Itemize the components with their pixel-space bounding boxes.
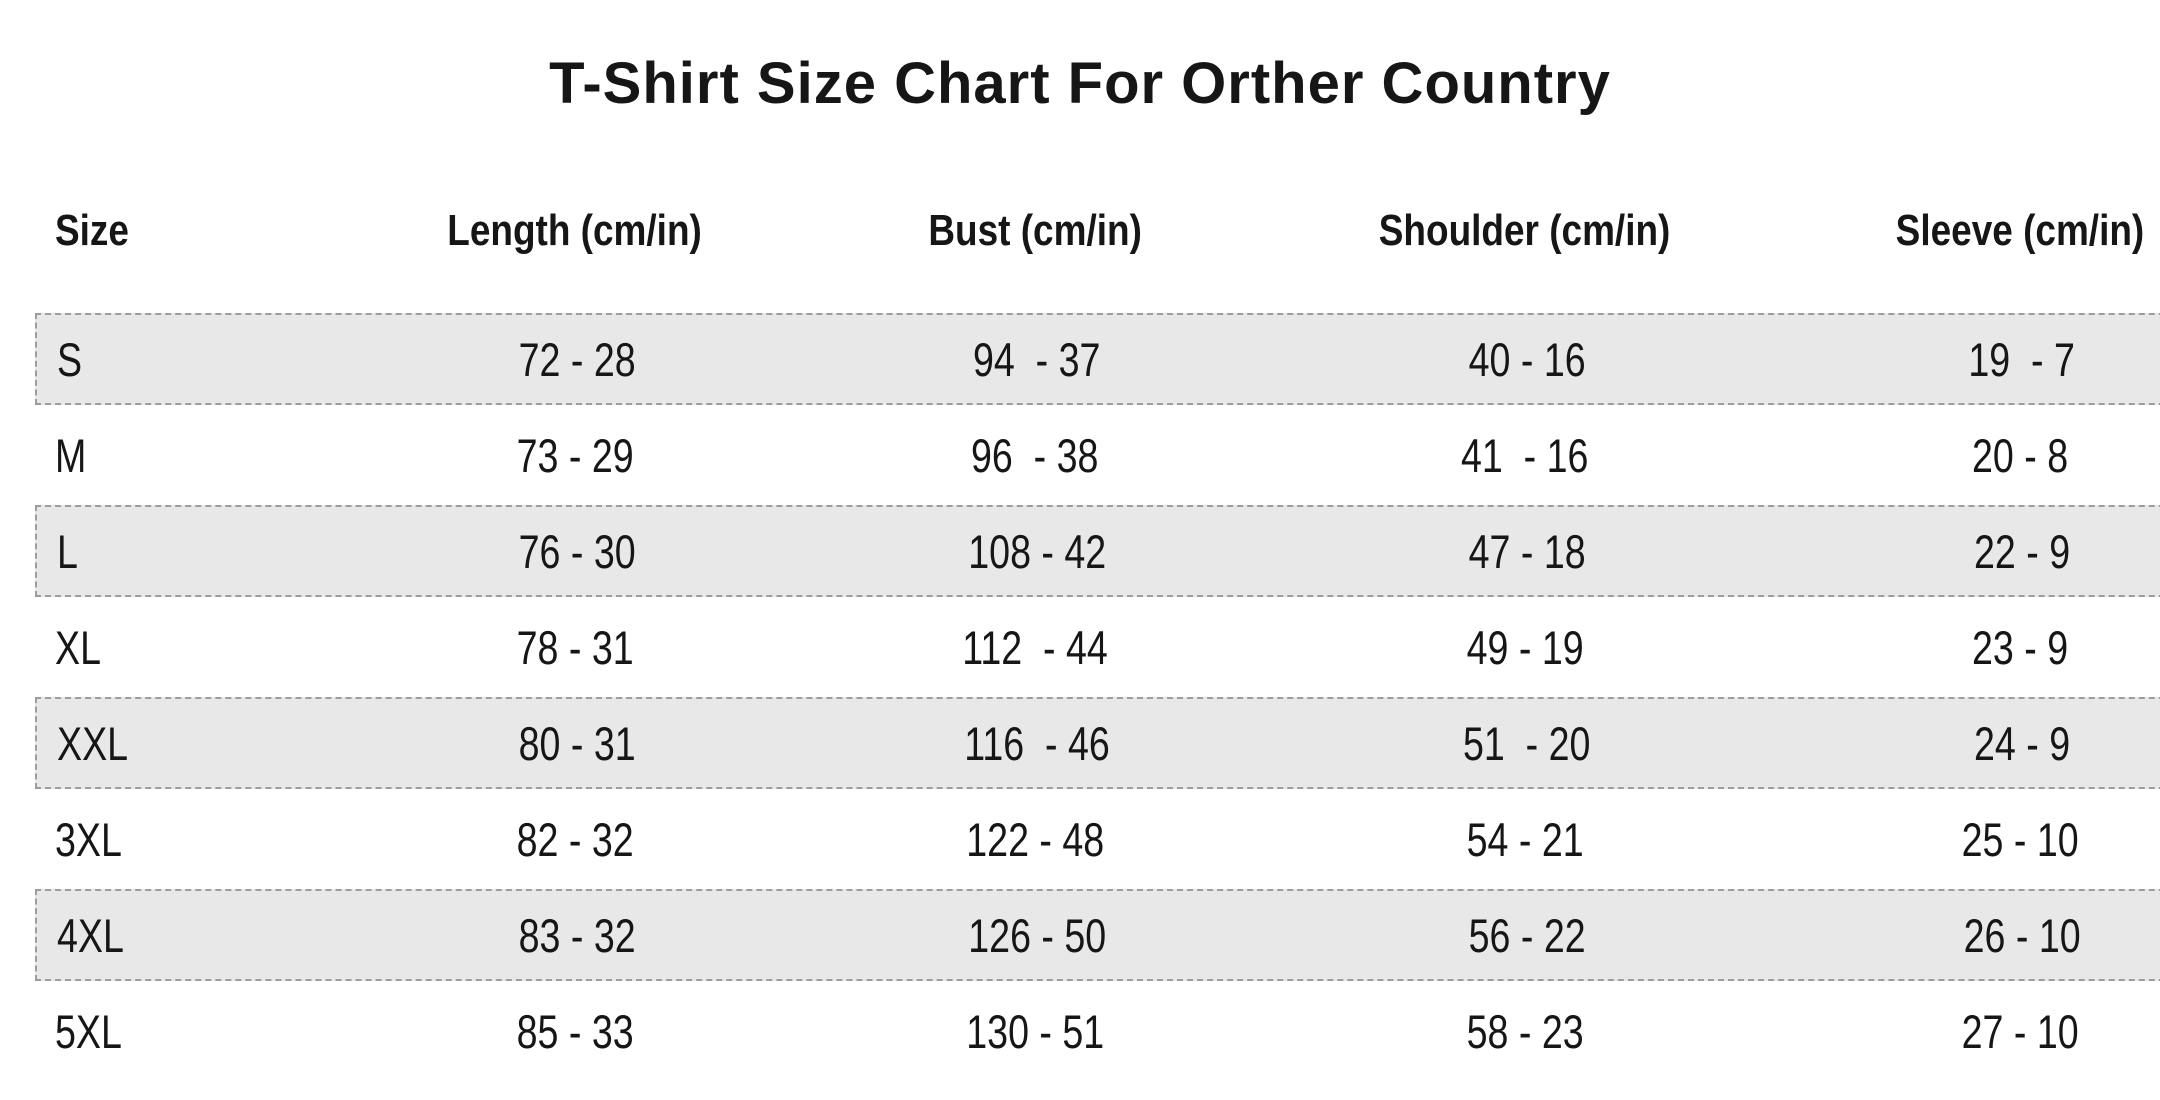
length-cell: 76 - 30 [518,524,636,578]
size-cell: 4XL [57,908,124,962]
table-row-s: S 72 - 28 94 - 37 40 - 16 19 - 7 [35,313,2160,405]
bust-cell: 96 - 38 [971,428,1099,482]
column-header-sleeve: Sleeve (cm/in) [1895,206,2145,255]
length-cell: 80 - 31 [518,716,636,770]
length-cell: 78 - 31 [516,620,634,674]
shoulder-cell: 41 - 16 [1461,428,1589,482]
column-header-shoulder: Shoulder (cm/in) [1379,206,1671,255]
table-row-l: L 76 - 30 108 - 42 47 - 18 22 - 9 [35,505,2160,597]
size-cell: M [55,428,87,482]
sleeve-cell: 26 - 10 [1963,908,2081,962]
length-cell: 73 - 29 [516,428,634,482]
sleeve-cell: 27 - 10 [1961,1004,2079,1058]
bust-cell: 112 - 44 [962,620,1108,674]
size-cell: 5XL [55,1004,122,1058]
sleeve-cell: 19 - 7 [1968,332,2076,386]
table-row-3xl: 3XL 82 - 32 122 - 48 54 - 21 25 - 10 [35,791,2160,887]
bust-cell: 126 - 50 [968,908,1106,962]
size-cell: XL [55,620,101,674]
column-header-length: Length (cm/in) [447,206,703,255]
page-title: T-Shirt Size Chart For Orther Country [549,51,1611,116]
sleeve-cell: 22 - 9 [1973,524,2071,578]
sleeve-cell: 23 - 9 [1971,620,2069,674]
length-cell: 85 - 33 [516,1004,634,1058]
size-cell: L [57,524,78,578]
table-row-xxl: XXL 80 - 31 116 - 46 51 - 20 24 - 9 [35,697,2160,789]
bust-cell: 108 - 42 [968,524,1106,578]
shoulder-cell: 40 - 16 [1468,332,1586,386]
bust-cell: 130 - 51 [966,1004,1104,1058]
size-cell: 3XL [55,812,122,866]
length-cell: 72 - 28 [518,332,636,386]
length-cell: 83 - 32 [518,908,636,962]
table-row-5xl: 5XL 85 - 33 130 - 51 58 - 23 27 - 10 [35,983,2160,1079]
size-cell: S [57,332,83,386]
table-body: S 72 - 28 94 - 37 40 - 16 19 - 7 M 73 - … [35,311,2160,1079]
bust-cell: 94 - 37 [973,332,1101,386]
shoulder-cell: 51 - 20 [1463,716,1591,770]
shoulder-cell: 56 - 22 [1468,908,1586,962]
shoulder-cell: 47 - 18 [1468,524,1586,578]
length-cell: 82 - 32 [516,812,634,866]
table-row-4xl: 4XL 83 - 32 126 - 50 56 - 22 26 - 10 [35,889,2160,981]
size-cell: XXL [57,716,129,770]
bust-cell: 122 - 48 [966,812,1104,866]
table-row-m: M 73 - 29 96 - 38 41 - 16 20 - 8 [35,407,2160,503]
column-header-size: Size [55,206,129,255]
sleeve-cell: 20 - 8 [1971,428,2069,482]
shoulder-cell: 49 - 19 [1466,620,1584,674]
shoulder-cell: 58 - 23 [1466,1004,1584,1058]
sleeve-cell: 24 - 9 [1973,716,2071,770]
column-header-bust: Bust (cm/in) [928,206,1142,255]
shoulder-cell: 54 - 21 [1466,812,1584,866]
bust-cell: 116 - 46 [964,716,1110,770]
table-header-row: Size Length (cm/in) Bust (cm/in) Shoulde… [35,200,2160,262]
table-row-xl: XL 78 - 31 112 - 44 49 - 19 23 - 9 [35,599,2160,695]
sleeve-cell: 25 - 10 [1961,812,2079,866]
